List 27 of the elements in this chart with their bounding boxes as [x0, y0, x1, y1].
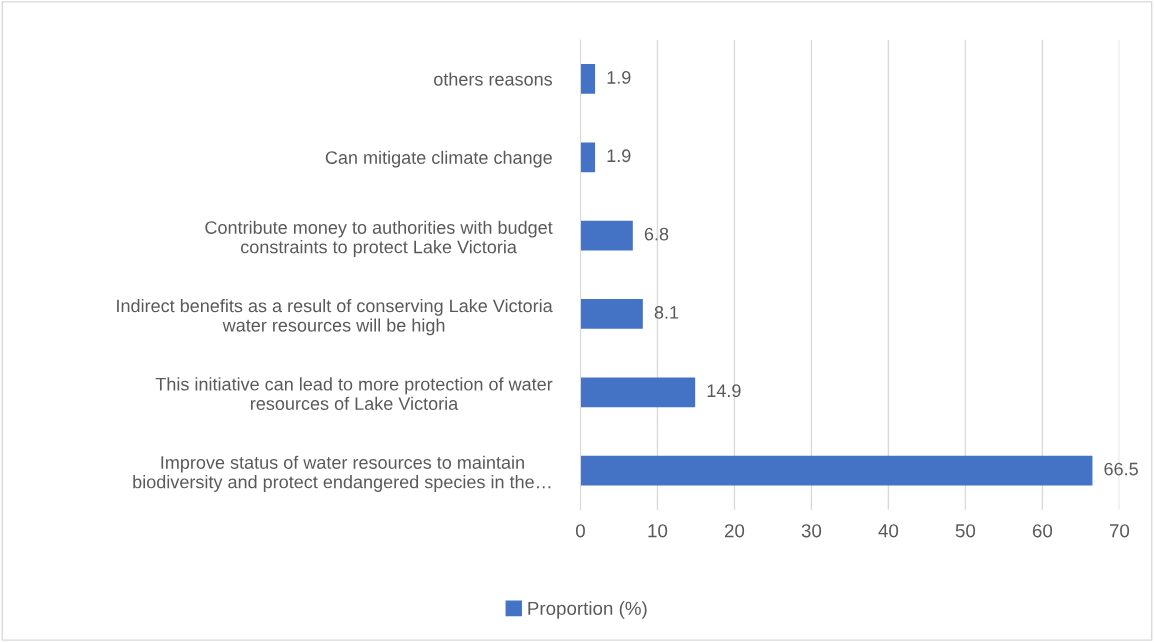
- y-tick-label: Contribute money to authorities with budget constraints to protect Lake Victoria: [205, 220, 553, 257]
- x-tick-label: 20: [724, 524, 745, 538]
- data-label: 1.9: [607, 71, 631, 84]
- data-label: 14.9: [707, 384, 741, 398]
- bar: [580, 299, 643, 329]
- x-tick-label: 60: [1032, 524, 1053, 538]
- legend-label: Proportion (%): [528, 601, 647, 619]
- data-label: 6.8: [644, 227, 669, 241]
- data-label: 8.1: [654, 306, 679, 319]
- bar: [580, 455, 1093, 486]
- y-tick-label: This initiative can lead to more protection of water resources of Lake Victoria: [155, 377, 553, 411]
- bar: [580, 220, 633, 251]
- bar: [580, 142, 596, 173]
- x-tick-label: 70: [1109, 524, 1130, 538]
- y-tick-label: Improve status of water resources to maintain biodiversity and protect endangered species in the…: [133, 455, 551, 492]
- x-tick-label: 0: [575, 524, 585, 538]
- x-tick-label: 10: [648, 524, 668, 538]
- data-label: 66.5: [1104, 462, 1138, 476]
- y-tick-label: others reasons: [434, 72, 553, 86]
- y-tick-label: Can mitigate climate change: [325, 150, 552, 168]
- data-label: 1.9: [607, 149, 631, 163]
- x-tick-label: 40: [878, 524, 899, 538]
- x-tick-label: 50: [955, 524, 976, 538]
- y-tick-label: Indirect benefits as a result of conserving Lake Victoria water resources will be high: [117, 298, 553, 336]
- bar: [580, 377, 696, 408]
- bar: [580, 64, 596, 94]
- x-tick-label: 30: [801, 524, 822, 538]
